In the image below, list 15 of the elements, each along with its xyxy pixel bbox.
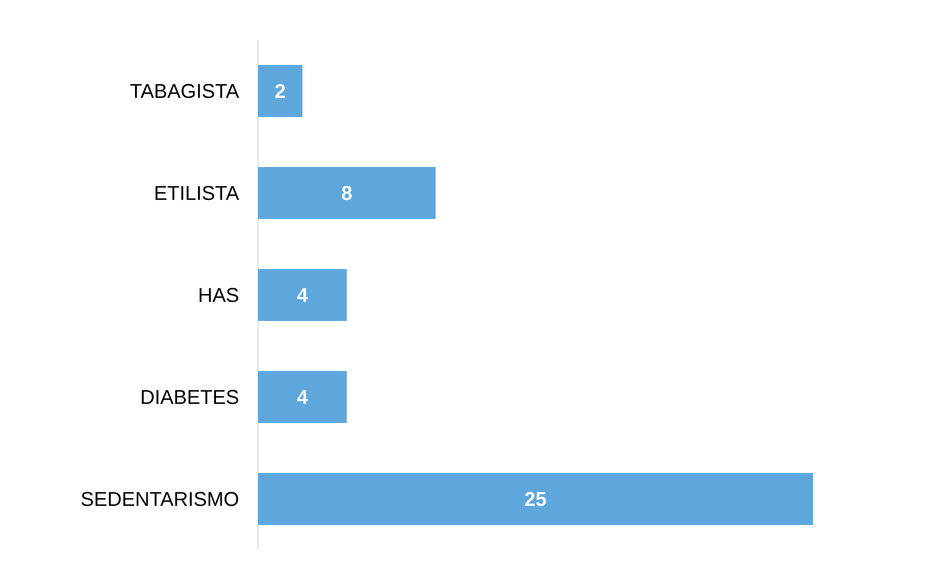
y-tick-label: HAS (200, 288, 238, 302)
bar (258, 167, 436, 220)
bar (258, 269, 347, 322)
bar (258, 65, 302, 118)
data-label: 8 (342, 186, 352, 200)
data-label: 4 (297, 390, 308, 404)
bar (258, 473, 814, 526)
y-tick-label: ETILISTA (156, 186, 240, 200)
bar (258, 371, 347, 424)
data-label: 2 (275, 84, 285, 98)
data-label: 25 (525, 492, 546, 506)
y-tick-label: SEDENTARISMO (82, 492, 238, 506)
data-label: 4 (297, 288, 308, 302)
y-tick-label: DIABETES (142, 390, 238, 404)
y-tick-label: TABAGISTA (130, 84, 240, 98)
